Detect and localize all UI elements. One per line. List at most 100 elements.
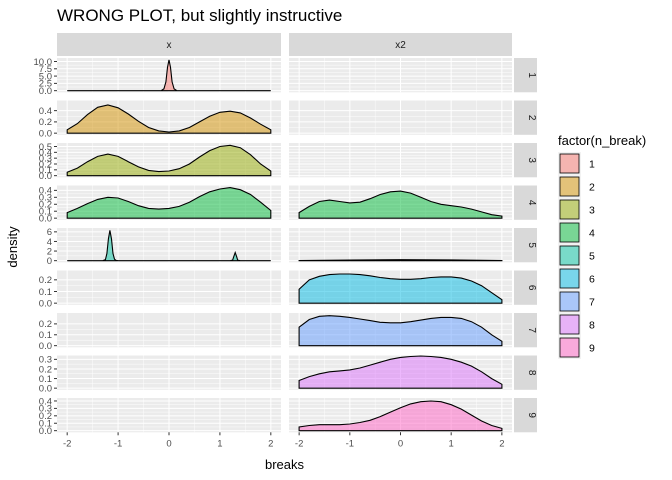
- legend-label: 3: [589, 205, 595, 217]
- panel-x-8: [57, 355, 281, 390]
- legend-label: 9: [589, 343, 595, 355]
- y-tick-label: 0.0: [39, 298, 52, 309]
- x-tick-label: 0: [398, 438, 403, 449]
- panel-x2-9: [289, 398, 512, 433]
- density-area-x2-9: [298, 400, 503, 432]
- row-strip-4: [514, 185, 537, 220]
- y-tick-label: 0.1: [39, 419, 52, 430]
- row-strip-1: [514, 58, 537, 93]
- y-tick-label: 0.0: [39, 213, 52, 224]
- row-strip-label: 8: [526, 370, 537, 376]
- row-strip-label: 3: [526, 157, 537, 163]
- y-tick-label: 6: [47, 227, 52, 238]
- row-strip-8: [514, 355, 537, 390]
- row-strip-label: 2: [526, 115, 537, 121]
- legend-label: 6: [589, 274, 595, 286]
- y-tick-label: 10.0: [34, 57, 53, 68]
- density-area-x2-5: [298, 259, 503, 262]
- density-area-x-3: [66, 144, 272, 177]
- panel-x2-2: [289, 100, 512, 135]
- row-strip-label: 1: [526, 72, 537, 78]
- x-tick-label: 1: [217, 438, 222, 449]
- y-tick-label: 0.3: [39, 153, 52, 164]
- legend-swatch-7: [559, 291, 580, 312]
- row-strip-label: 6: [526, 285, 537, 291]
- legend-swatch-8: [559, 314, 580, 335]
- x-axis-title: breaks: [265, 457, 305, 472]
- y-tick-label: 5.0: [39, 71, 52, 82]
- legend-swatch-5: [559, 245, 580, 266]
- column-strip-x2: [289, 33, 512, 56]
- row-strip-6: [514, 270, 537, 305]
- y-tick-label: 0.2: [39, 319, 52, 330]
- panel-x-6: [57, 270, 281, 305]
- y-tick-label: 0.1: [39, 374, 52, 385]
- legend-title: factor(n_break): [558, 133, 646, 148]
- chart-title: WRONG PLOT, but slightly instructive: [57, 6, 342, 25]
- density-area-x2-4: [298, 190, 503, 219]
- y-tick-label: 0.0: [39, 426, 52, 437]
- legend-swatch-9: [559, 337, 580, 358]
- y-tick-label: 0.4: [39, 396, 52, 407]
- x-tick-label: 2: [268, 438, 273, 449]
- legend-swatch-1: [559, 153, 580, 174]
- y-tick-label: 0.4: [39, 186, 52, 197]
- density-area-x2-7: [298, 315, 503, 347]
- density-area-x-1: [67, 59, 271, 92]
- panel-x2-6: [289, 270, 512, 305]
- panel-x2-7: [289, 313, 512, 348]
- y-tick-label: 7.5: [39, 64, 52, 75]
- row-strip-7: [514, 313, 537, 348]
- y-tick-label: 0.3: [39, 355, 52, 366]
- panel-x2-3: [289, 143, 512, 178]
- y-tick-label: 2: [47, 246, 52, 257]
- y-tick-label: 0.5: [39, 142, 52, 153]
- panel-x-5: [57, 228, 281, 263]
- legend-items: 1 2 3 4 5 6 7 8 9: [558, 152, 595, 359]
- x-tick-label: -1: [346, 438, 354, 449]
- y-tick-label: 0.0: [39, 383, 52, 394]
- y-tick-label: 0.2: [39, 117, 52, 128]
- y-tick-label: 2.5: [39, 79, 52, 90]
- y-tick-label: 4: [47, 237, 52, 248]
- legend-label: 8: [589, 320, 595, 332]
- y-tick-label: 0.4: [39, 106, 52, 117]
- row-strip-3: [514, 143, 537, 178]
- row-strip-label: 7: [526, 327, 537, 333]
- y-tick-label: 0.3: [39, 193, 52, 204]
- y-tick-label: 0.2: [39, 275, 52, 286]
- panel-x-2: [57, 100, 281, 135]
- y-tick-label: 0.3: [39, 404, 52, 415]
- y-axis-title: density: [5, 226, 20, 268]
- row-strip-label: 9: [526, 412, 537, 418]
- panel-x-9: [57, 398, 281, 433]
- density-area-x-5: [67, 230, 271, 262]
- y-tick-label: 0.2: [39, 159, 52, 170]
- x-tick-label: -2: [63, 438, 71, 449]
- legend-swatch-3: [559, 199, 580, 220]
- column-strip-x: [57, 33, 281, 56]
- y-tick-label: 0.1: [39, 330, 52, 341]
- panel-x-3: [57, 143, 281, 178]
- row-strip-2: [514, 100, 537, 135]
- panel-grid: x x210.02.55.07.510.020.00.20.430.00.10.2…: [34, 33, 537, 449]
- panel-x2-8: [289, 355, 512, 390]
- y-tick-label: 0.2: [39, 411, 52, 422]
- legend-label: 4: [589, 228, 595, 240]
- density-area-x-4: [66, 187, 272, 219]
- legend-label: 7: [589, 297, 595, 309]
- panel-x-7: [57, 313, 281, 348]
- y-tick-label: 0.4: [39, 148, 52, 159]
- y-tick-label: 0.1: [39, 287, 52, 298]
- y-tick-label: 0.1: [39, 165, 52, 176]
- density-area-x-2: [66, 104, 272, 134]
- panel-x2-5: [289, 228, 512, 263]
- x-tick-label: 1: [449, 438, 454, 449]
- x-tick-label: -1: [114, 438, 122, 449]
- y-tick-label: 0.0: [39, 128, 52, 139]
- density-area-x2-8: [298, 355, 503, 389]
- panel-x-4: [57, 185, 281, 220]
- legend-label: 2: [589, 182, 595, 194]
- x-tick-label: 2: [499, 438, 504, 449]
